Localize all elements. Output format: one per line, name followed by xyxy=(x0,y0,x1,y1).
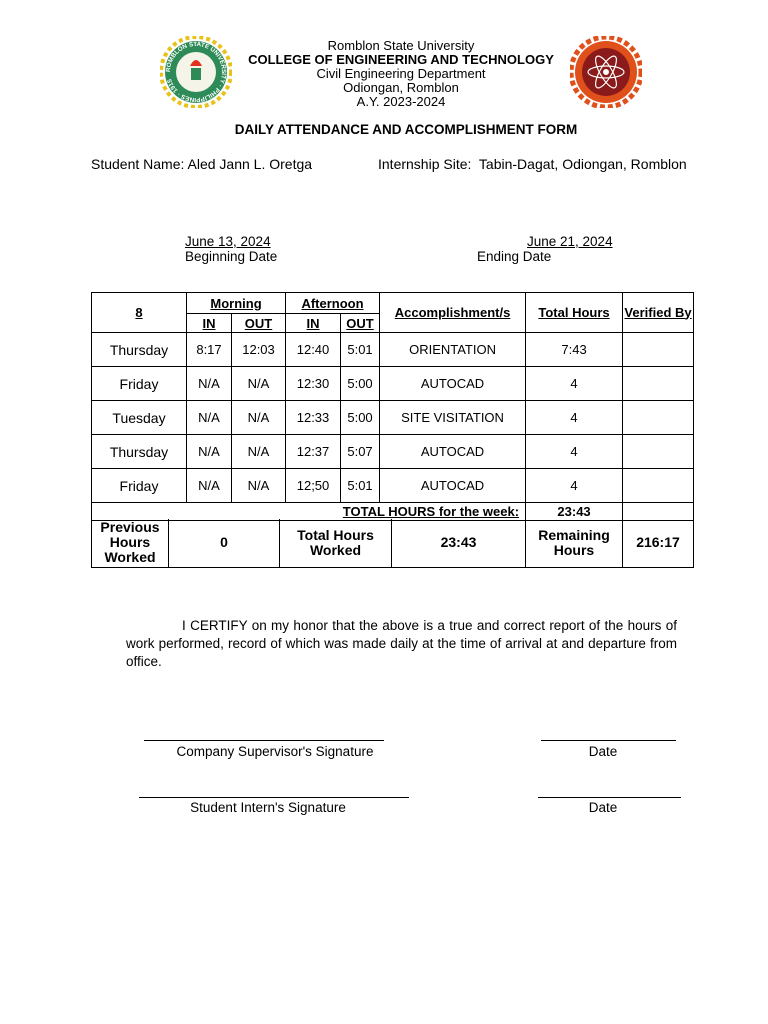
accomplishment-cell: AUTOCAD xyxy=(379,366,527,401)
verified-by-cell xyxy=(622,434,695,469)
certification-statement: I CERTIFY on my honor that the above is … xyxy=(126,618,677,669)
total-hours-cell: 4 xyxy=(525,434,624,469)
summary-table: Previous Hours Worked 0 Total Hours Work… xyxy=(91,519,694,568)
student-name-label: Student Name: xyxy=(91,156,185,172)
remaining-hours-value: 216:17 xyxy=(622,519,694,568)
afternoon-in-header: IN xyxy=(285,313,342,333)
total-hours-worked-value: 23:43 xyxy=(391,519,526,568)
week-number-header: 8 xyxy=(91,292,187,333)
morning-out-cell: 12:03 xyxy=(230,332,287,367)
student-name-field: Student Name: Aled Jann L. Oretga xyxy=(91,156,312,172)
week-total-label: TOTAL HOURS for the week: xyxy=(90,502,527,521)
total-hours-cell: 4 xyxy=(525,400,624,435)
location: Odiongan, Romblon xyxy=(343,80,459,95)
verified-by-cell xyxy=(622,332,695,367)
college-logo xyxy=(570,36,642,108)
total-hours-header: Total Hours xyxy=(525,292,624,333)
supervisor-date-line xyxy=(541,740,676,741)
intern-date-label: Date xyxy=(588,800,618,815)
table-row: Tuesday N/A N/A 12:33 5:00 SITE VISITATION 4 xyxy=(91,400,695,435)
morning-in-cell: N/A xyxy=(186,434,232,469)
day-cell: Tuesday xyxy=(91,400,187,435)
intern-signature-label: Student Intern's Signature xyxy=(190,800,346,815)
morning-in-header: IN xyxy=(186,313,232,333)
supervisor-date-label: Date xyxy=(588,744,618,759)
total-hours-worked-label: Total Hours Worked xyxy=(279,519,392,568)
department-name: Civil Engineering Department xyxy=(316,66,486,81)
verified-by-cell xyxy=(622,366,695,401)
attendance-table: 8 Morning Afternoon Accomplishment/s Tot… xyxy=(90,292,695,521)
supervisor-signature-label: Company Supervisor's Signature xyxy=(176,744,374,759)
morning-in-cell: N/A xyxy=(186,468,232,503)
morning-in-cell: N/A xyxy=(186,366,232,401)
remaining-hours-label: Remaining Hours xyxy=(525,519,623,568)
accomplishment-cell: AUTOCAD xyxy=(379,468,527,503)
afternoon-in-cell: 12:40 xyxy=(285,332,342,367)
morning-in-cell: N/A xyxy=(186,400,232,435)
letterhead: Romblon State University COLLEGE OF ENGI… xyxy=(0,39,768,109)
college-name: COLLEGE OF ENGINEERING AND TECHNOLOGY xyxy=(248,52,554,67)
form-title: DAILY ATTENDANCE AND ACCOMPLISHMENT FORM xyxy=(234,122,578,137)
afternoon-out-cell: 5:00 xyxy=(340,366,381,401)
beginning-date-label: Beginning Date xyxy=(185,249,278,264)
academic-year: A.Y. 2023-2024 xyxy=(356,94,446,109)
internship-site-label: Internship Site: xyxy=(378,156,472,172)
total-hours-cell: 4 xyxy=(525,366,624,401)
day-cell: Friday xyxy=(91,468,187,503)
afternoon-out-header: OUT xyxy=(340,313,381,333)
morning-out-cell: N/A xyxy=(230,366,287,401)
supervisor-signature-line xyxy=(144,740,384,741)
student-name-value: Aled Jann L. Oretga xyxy=(187,156,313,172)
internship-site-field: Internship Site: Tabin-Dagat, Odiongan, … xyxy=(378,156,687,172)
week-total-value: 23:43 xyxy=(525,502,624,521)
afternoon-out-cell: 5:01 xyxy=(340,332,381,367)
verified-by-header: Verified By xyxy=(622,292,695,333)
total-hours-cell: 4 xyxy=(525,468,624,503)
afternoon-in-cell: 12:30 xyxy=(285,366,342,401)
week-total-verified xyxy=(622,502,695,521)
university-logo: ROMBLON STATE UNIVERSITY · PHILIPPINES ·… xyxy=(160,36,232,108)
intern-signature-line xyxy=(139,797,409,798)
morning-out-cell: N/A xyxy=(230,434,287,469)
total-hours-cell: 7:43 xyxy=(525,332,624,367)
table-row: Thursday 8:17 12:03 12:40 5:01 ORIENTATION 7:4… xyxy=(91,332,695,367)
accomplishment-cell: AUTOCAD xyxy=(379,434,527,469)
table-row: Friday N/A N/A 12:30 5:00 AUTOCAD 4 xyxy=(91,366,695,401)
accomplishment-cell: ORIENTATION xyxy=(379,332,527,367)
day-cell: Thursday xyxy=(91,332,187,367)
ending-date-label: Ending Date xyxy=(477,249,552,264)
intern-date-line xyxy=(538,797,681,798)
morning-header: Morning xyxy=(185,292,287,314)
university-name: Romblon State University xyxy=(327,38,475,53)
verified-by-cell xyxy=(622,468,695,503)
morning-in-cell: 8:17 xyxy=(186,332,232,367)
previous-hours-value: 0 xyxy=(168,519,280,568)
afternoon-in-cell: 12;50 xyxy=(285,468,342,503)
day-cell: Friday xyxy=(91,366,187,401)
internship-site-value: Tabin-Dagat, Odiongan, Romblon xyxy=(478,156,687,172)
table-row: Friday N/A N/A 12;50 5:01 AUTOCAD 4 xyxy=(91,468,695,503)
accomplishment-header: Accomplishment/s xyxy=(379,292,527,333)
morning-out-header: OUT xyxy=(230,313,287,333)
afternoon-in-cell: 12:37 xyxy=(285,434,342,469)
table-row: Thursday N/A N/A 12:37 5:07 AUTOCAD 4 xyxy=(91,434,695,469)
previous-hours-label: Previous Hours Worked xyxy=(91,519,169,568)
ending-date-value: June 21, 2024 xyxy=(527,234,613,249)
accomplishment-cell: SITE VISITATION xyxy=(379,400,527,435)
morning-out-cell: N/A xyxy=(230,468,287,503)
verified-by-cell xyxy=(622,400,695,435)
afternoon-out-cell: 5:00 xyxy=(340,400,381,435)
afternoon-in-cell: 12:33 xyxy=(285,400,342,435)
afternoon-header: Afternoon xyxy=(285,292,381,314)
morning-out-cell: N/A xyxy=(230,400,287,435)
day-cell: Thursday xyxy=(91,434,187,469)
beginning-date-value: June 13, 2024 xyxy=(185,234,271,249)
afternoon-out-cell: 5:07 xyxy=(340,434,381,469)
afternoon-out-cell: 5:01 xyxy=(340,468,381,503)
